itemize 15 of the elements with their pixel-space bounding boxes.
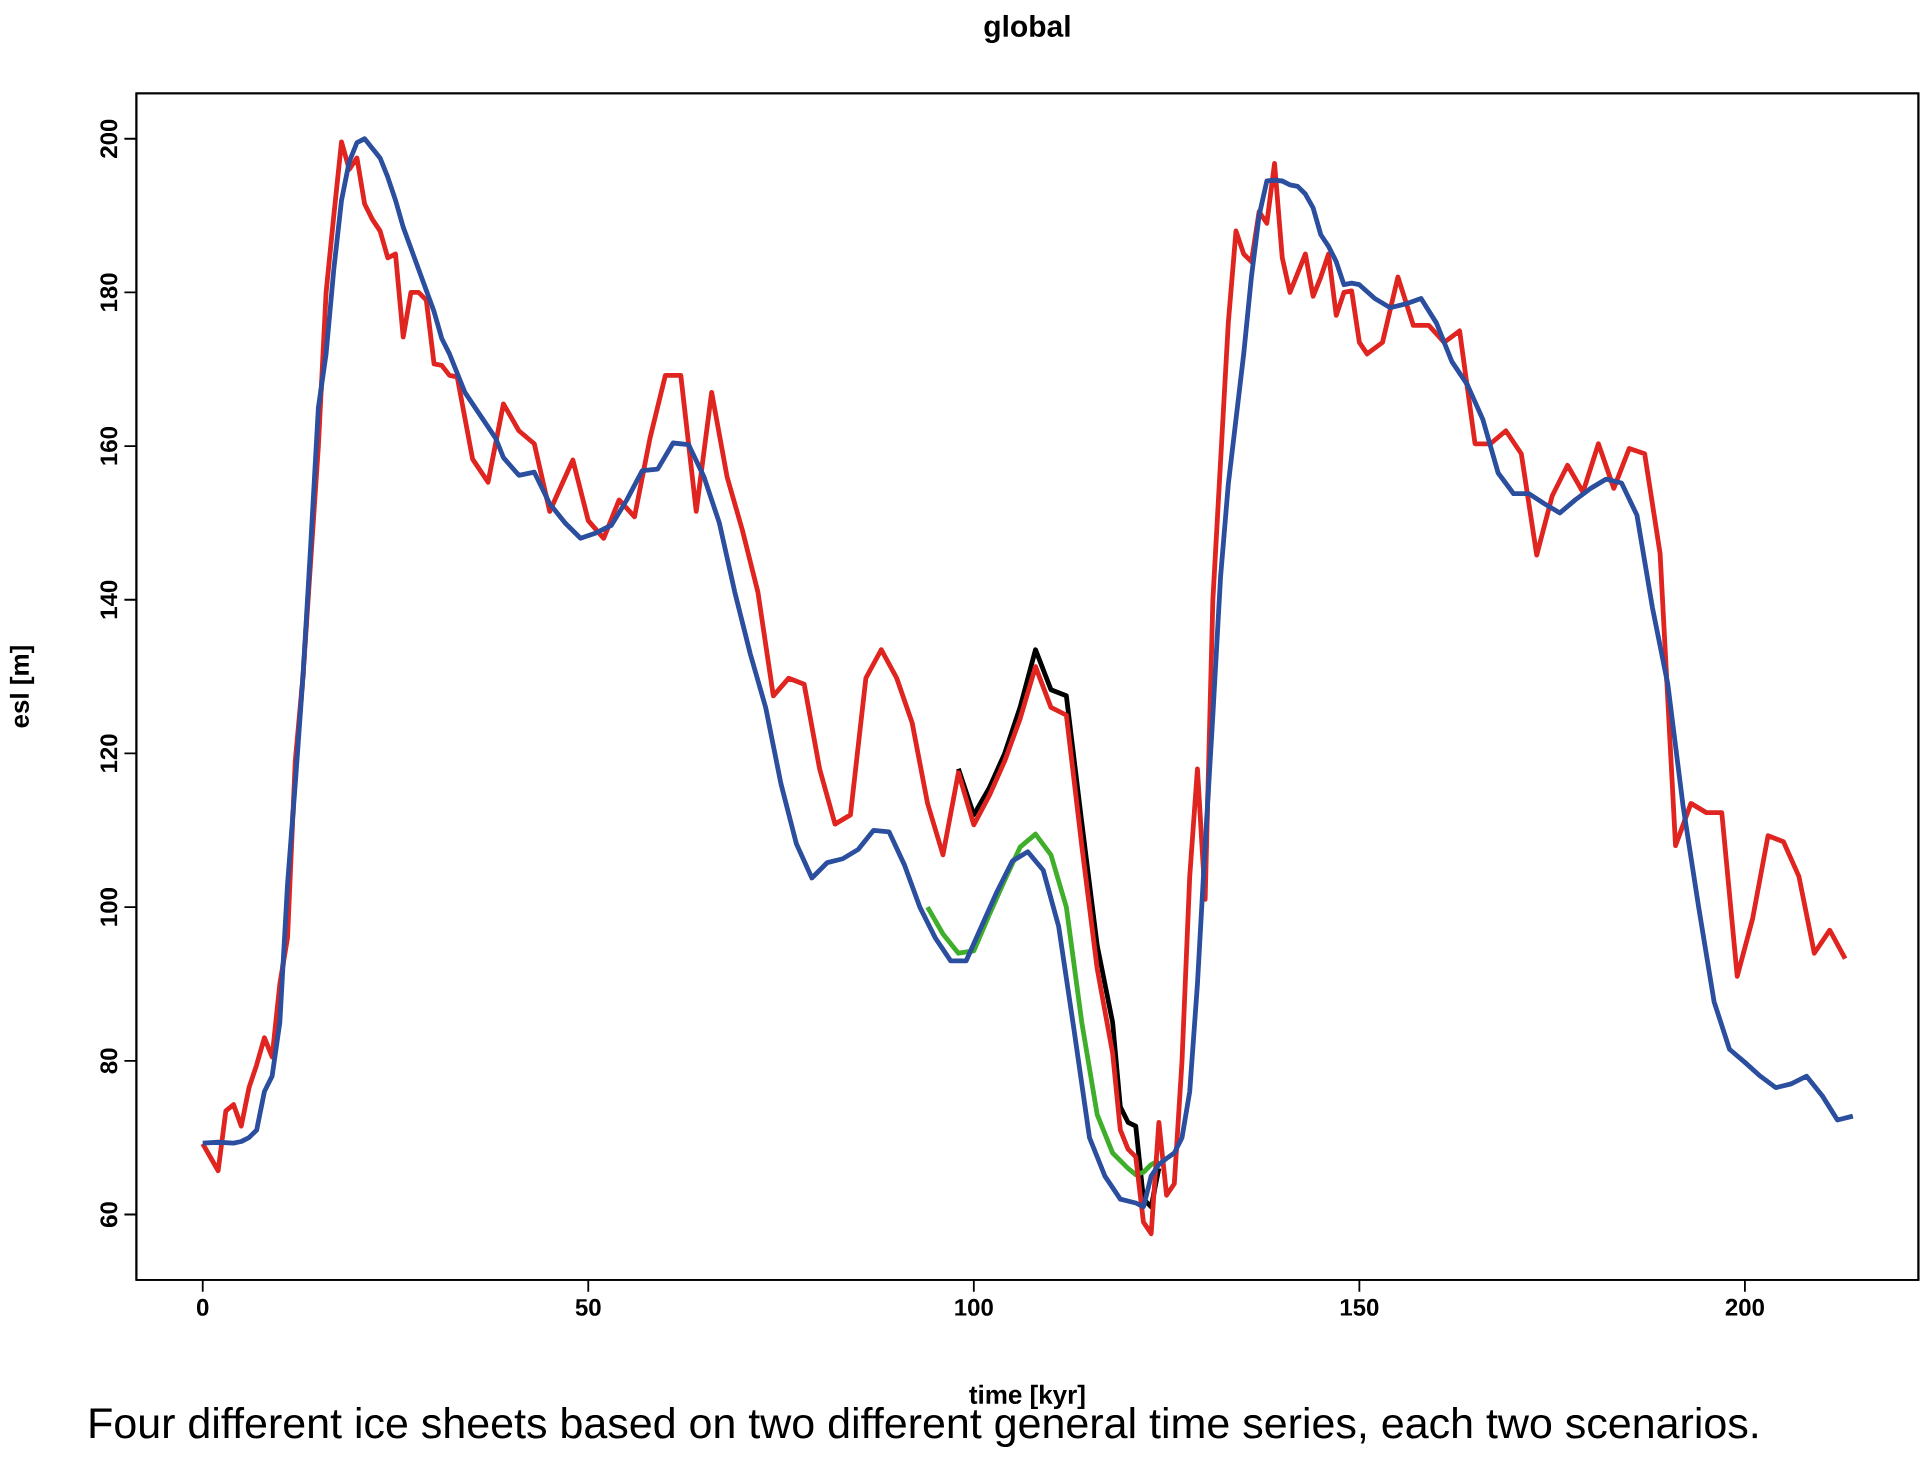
chart-title: global: [984, 14, 1070, 44]
y-tick-label: 200: [100, 119, 118, 158]
x-tick-label: 0: [196, 1298, 209, 1316]
y-tick-label: 140: [100, 580, 118, 619]
x-tick-label: 150: [1340, 1298, 1379, 1316]
y-axis-title: esl [m]: [9, 646, 35, 728]
y-tick-label: 180: [100, 273, 118, 311]
y-tick-label: 120: [100, 734, 118, 772]
x-tick-label: 100: [955, 1298, 993, 1316]
x-tick-label: 50: [575, 1298, 601, 1316]
x-tick-label: 200: [1725, 1298, 1764, 1316]
y-tick-label: 160: [100, 427, 118, 465]
y-tick-label: 100: [100, 888, 118, 926]
y-tick-label: 60: [100, 1202, 118, 1227]
y-tick-label: 80: [100, 1048, 118, 1074]
